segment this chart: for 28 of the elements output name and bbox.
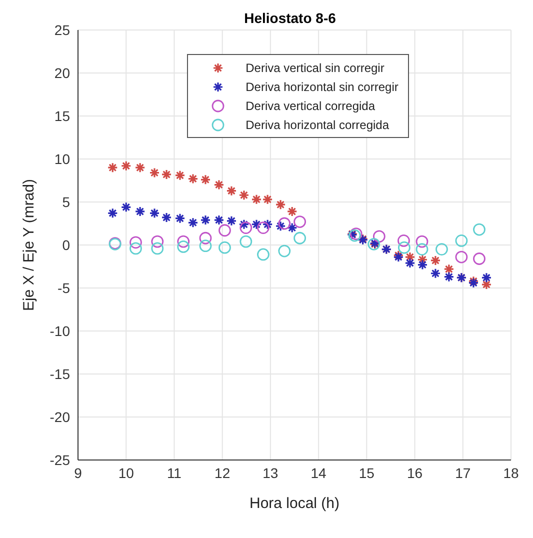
x-tick-label: 17 (455, 464, 471, 481)
y-tick-label: -25 (50, 452, 70, 468)
x-tick-label: 16 (406, 464, 423, 481)
y-tick-label: 15 (54, 108, 70, 124)
y-tick-label: 10 (54, 150, 70, 167)
x-tick-label: 10 (118, 464, 134, 481)
y-tick-label: -5 (58, 280, 70, 296)
y-tick-label: 0 (62, 236, 70, 253)
y-tick-label: 25 (54, 22, 70, 38)
x-tick-label: 13 (262, 464, 278, 481)
chart-title: Heliostato 8-6 (243, 10, 337, 26)
y-tick-label: -10 (50, 322, 70, 339)
y-tick-label: 20 (54, 64, 70, 81)
x-tick-label: 14 (310, 464, 327, 481)
legend-label: Deriva horizontal corregida (246, 118, 390, 132)
y-tick-label: -15 (50, 366, 70, 382)
y-axis-title: Eje X / Eje Y (mrad) (20, 179, 38, 311)
legend-label: Deriva vertical sin corregir (246, 60, 384, 74)
x-tick-label: 11 (166, 464, 182, 481)
y-tick-label: 5 (62, 194, 70, 210)
y-tick-label: -20 (50, 408, 70, 425)
legend-label: Deriva vertical corregida (246, 98, 376, 112)
x-tick-label: 12 (214, 464, 230, 481)
x-axis-title: Hora local (h) (249, 495, 340, 512)
legend-label: Deriva horizontal sin corregir (246, 80, 398, 94)
x-tick-label: 15 (358, 464, 375, 481)
x-tick-label: 18 (503, 464, 519, 481)
x-tick-label: 9 (74, 464, 82, 481)
